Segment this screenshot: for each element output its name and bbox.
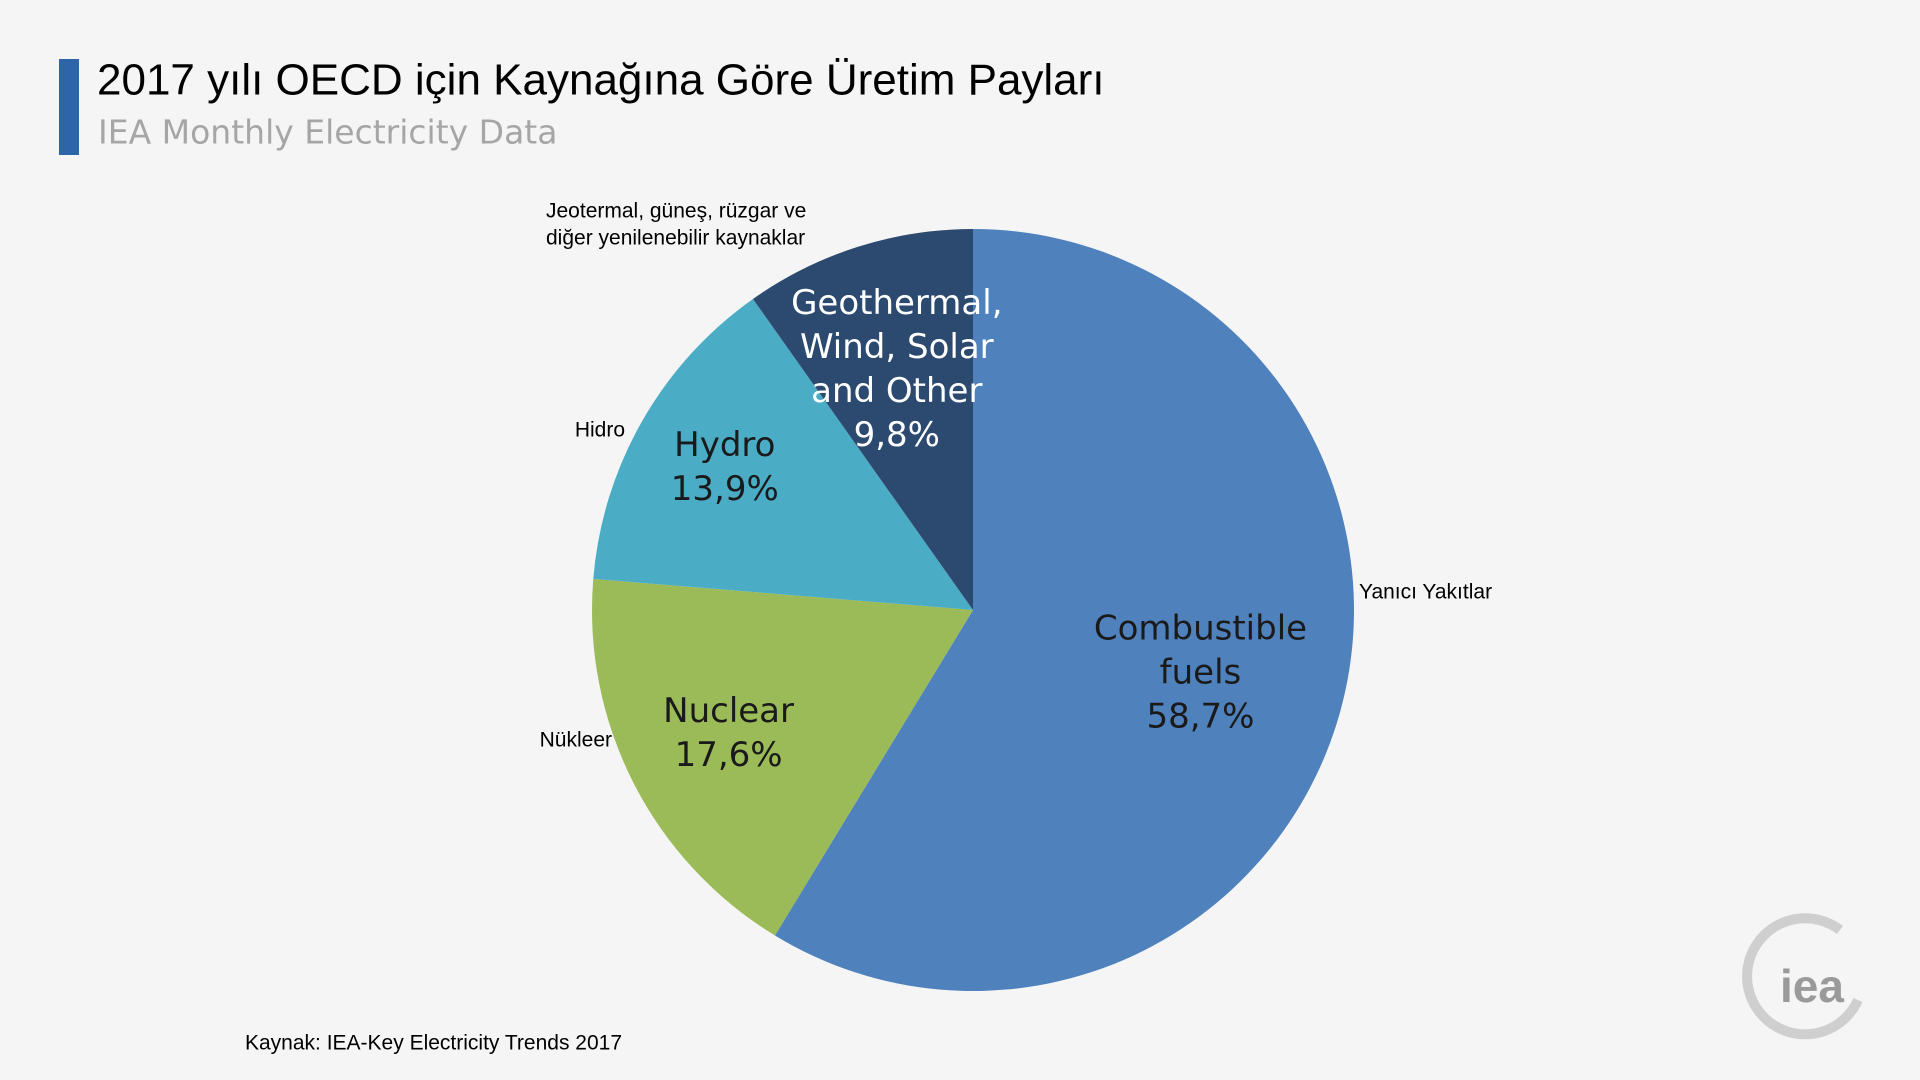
chart-title: 2017 yılı OECD için Kaynağına Göre Üreti… xyxy=(97,56,1105,105)
logo-text: iea xyxy=(1780,960,1844,1012)
pie-slice xyxy=(752,229,973,610)
value-label: 58,7% xyxy=(1146,696,1254,736)
pie-slice xyxy=(592,578,973,936)
pie-slice xyxy=(593,298,973,610)
value-label: 13,9% xyxy=(671,469,779,509)
outer-label: Jeotermal, güneş, rüzgar ve xyxy=(546,200,806,223)
slice-label: Geothermal, xyxy=(791,283,1002,323)
pie-slice xyxy=(774,229,1355,991)
slice-label: fuels xyxy=(1160,652,1242,692)
chart-subtitle: IEA Monthly Electricity Data xyxy=(98,113,557,152)
outer-label: diğer yenilenebilir kaynaklar xyxy=(546,227,805,250)
outer-label: Yanıcı Yakıtlar xyxy=(1359,581,1492,604)
value-label: 9,8% xyxy=(854,415,940,455)
slice-label: Hydro xyxy=(674,425,775,465)
slice-label: Nuclear xyxy=(663,691,794,731)
logo: iea xyxy=(1742,913,1863,1040)
logo-ring xyxy=(1742,913,1863,1040)
outer-label: Nükleer xyxy=(540,729,612,752)
slice-label: Combustible xyxy=(1094,608,1307,648)
value-label: 17,6% xyxy=(675,735,783,775)
slice-label: Wind, Solar xyxy=(800,327,994,367)
title-bar xyxy=(59,59,79,155)
source-note: Kaynak: IEA-Key Electricity Trends 2017 xyxy=(245,1032,622,1055)
slice-label: and Other xyxy=(811,371,982,411)
outer-label: Hidro xyxy=(575,419,625,442)
